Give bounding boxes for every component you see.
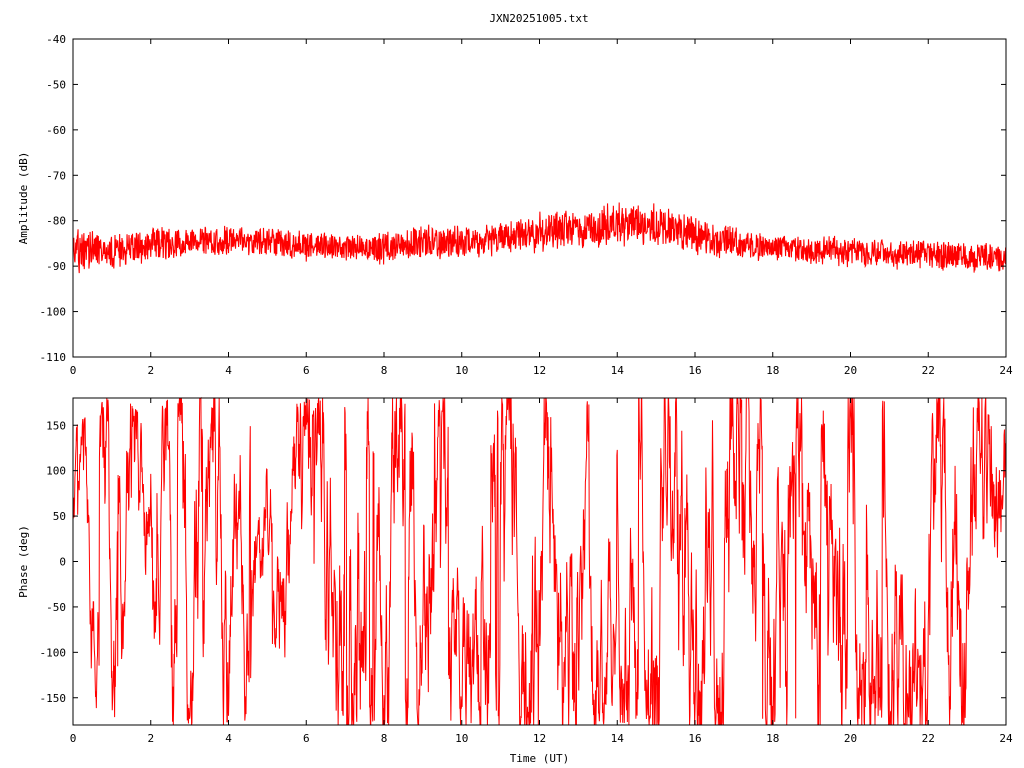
x-tick-label: 14 — [611, 732, 625, 745]
x-tick-label: 18 — [766, 732, 779, 745]
y-tick-label: -110 — [40, 351, 67, 364]
x-tick-label: 20 — [844, 732, 857, 745]
x-tick-label: 4 — [225, 732, 232, 745]
y-tick-label: -150 — [40, 692, 67, 705]
x-tick-label: 14 — [611, 364, 625, 377]
y-tick-label: -70 — [46, 169, 66, 182]
x-tick-label: 2 — [147, 364, 154, 377]
amplitude-panel: 0 2 4 6 8 10 12 14 16 18 20 22 24-40-50-60-70-80-90-… — [17, 33, 1013, 377]
y-tick-label: 0 — [59, 556, 66, 569]
chart-title: JXN20251005.txt — [489, 12, 588, 25]
y-tick-label: -100 — [40, 306, 67, 319]
x-tick-label: 22 — [922, 364, 935, 377]
amplitude-trace — [72, 202, 1007, 274]
y-tick-label: -50 — [46, 601, 66, 614]
x-tick-label: 10 — [455, 364, 468, 377]
x-tick-label: 20 — [844, 364, 857, 377]
x-tick-label: 24 — [999, 364, 1013, 377]
x-axis-label: Time (UT) — [510, 752, 570, 765]
x-tick-label: 8 — [381, 364, 388, 377]
x-tick-label: 12 — [533, 732, 546, 745]
y-tick-label: 150 — [46, 419, 66, 432]
y-tick-label: -100 — [40, 646, 67, 659]
x-tick-label: 24 — [999, 732, 1013, 745]
x-tick-label: 12 — [533, 364, 546, 377]
x-tick-label: 16 — [688, 732, 701, 745]
x-tick-label: 0 — [70, 364, 77, 377]
y-tick-label: -40 — [46, 33, 66, 46]
x-tick-label: 18 — [766, 364, 779, 377]
phase-panel: 0 2 4 6 8 10 12 14 16 18 20 22 24150100500-50-100-15… — [17, 396, 1013, 765]
x-tick-label: 16 — [688, 364, 701, 377]
y-tick-label: 50 — [53, 510, 66, 523]
y-tick-label: 100 — [46, 465, 66, 478]
y-tick-label: -80 — [46, 215, 66, 228]
x-tick-label: 8 — [381, 732, 388, 745]
phase-trace — [72, 396, 1007, 726]
y-axis-label: Phase (deg) — [17, 525, 30, 598]
x-tick-label: 22 — [922, 732, 935, 745]
x-tick-label: 4 — [225, 364, 232, 377]
y-tick-label: -60 — [46, 124, 66, 137]
x-tick-label: 0 — [70, 732, 77, 745]
x-tick-label: 10 — [455, 732, 468, 745]
x-tick-label: 2 — [147, 732, 154, 745]
y-axis-label: Amplitude (dB) — [17, 152, 30, 245]
x-tick-label: 6 — [303, 364, 310, 377]
y-tick-label: -90 — [46, 260, 66, 273]
y-tick-label: -50 — [46, 78, 66, 91]
x-tick-label: 6 — [303, 732, 310, 745]
